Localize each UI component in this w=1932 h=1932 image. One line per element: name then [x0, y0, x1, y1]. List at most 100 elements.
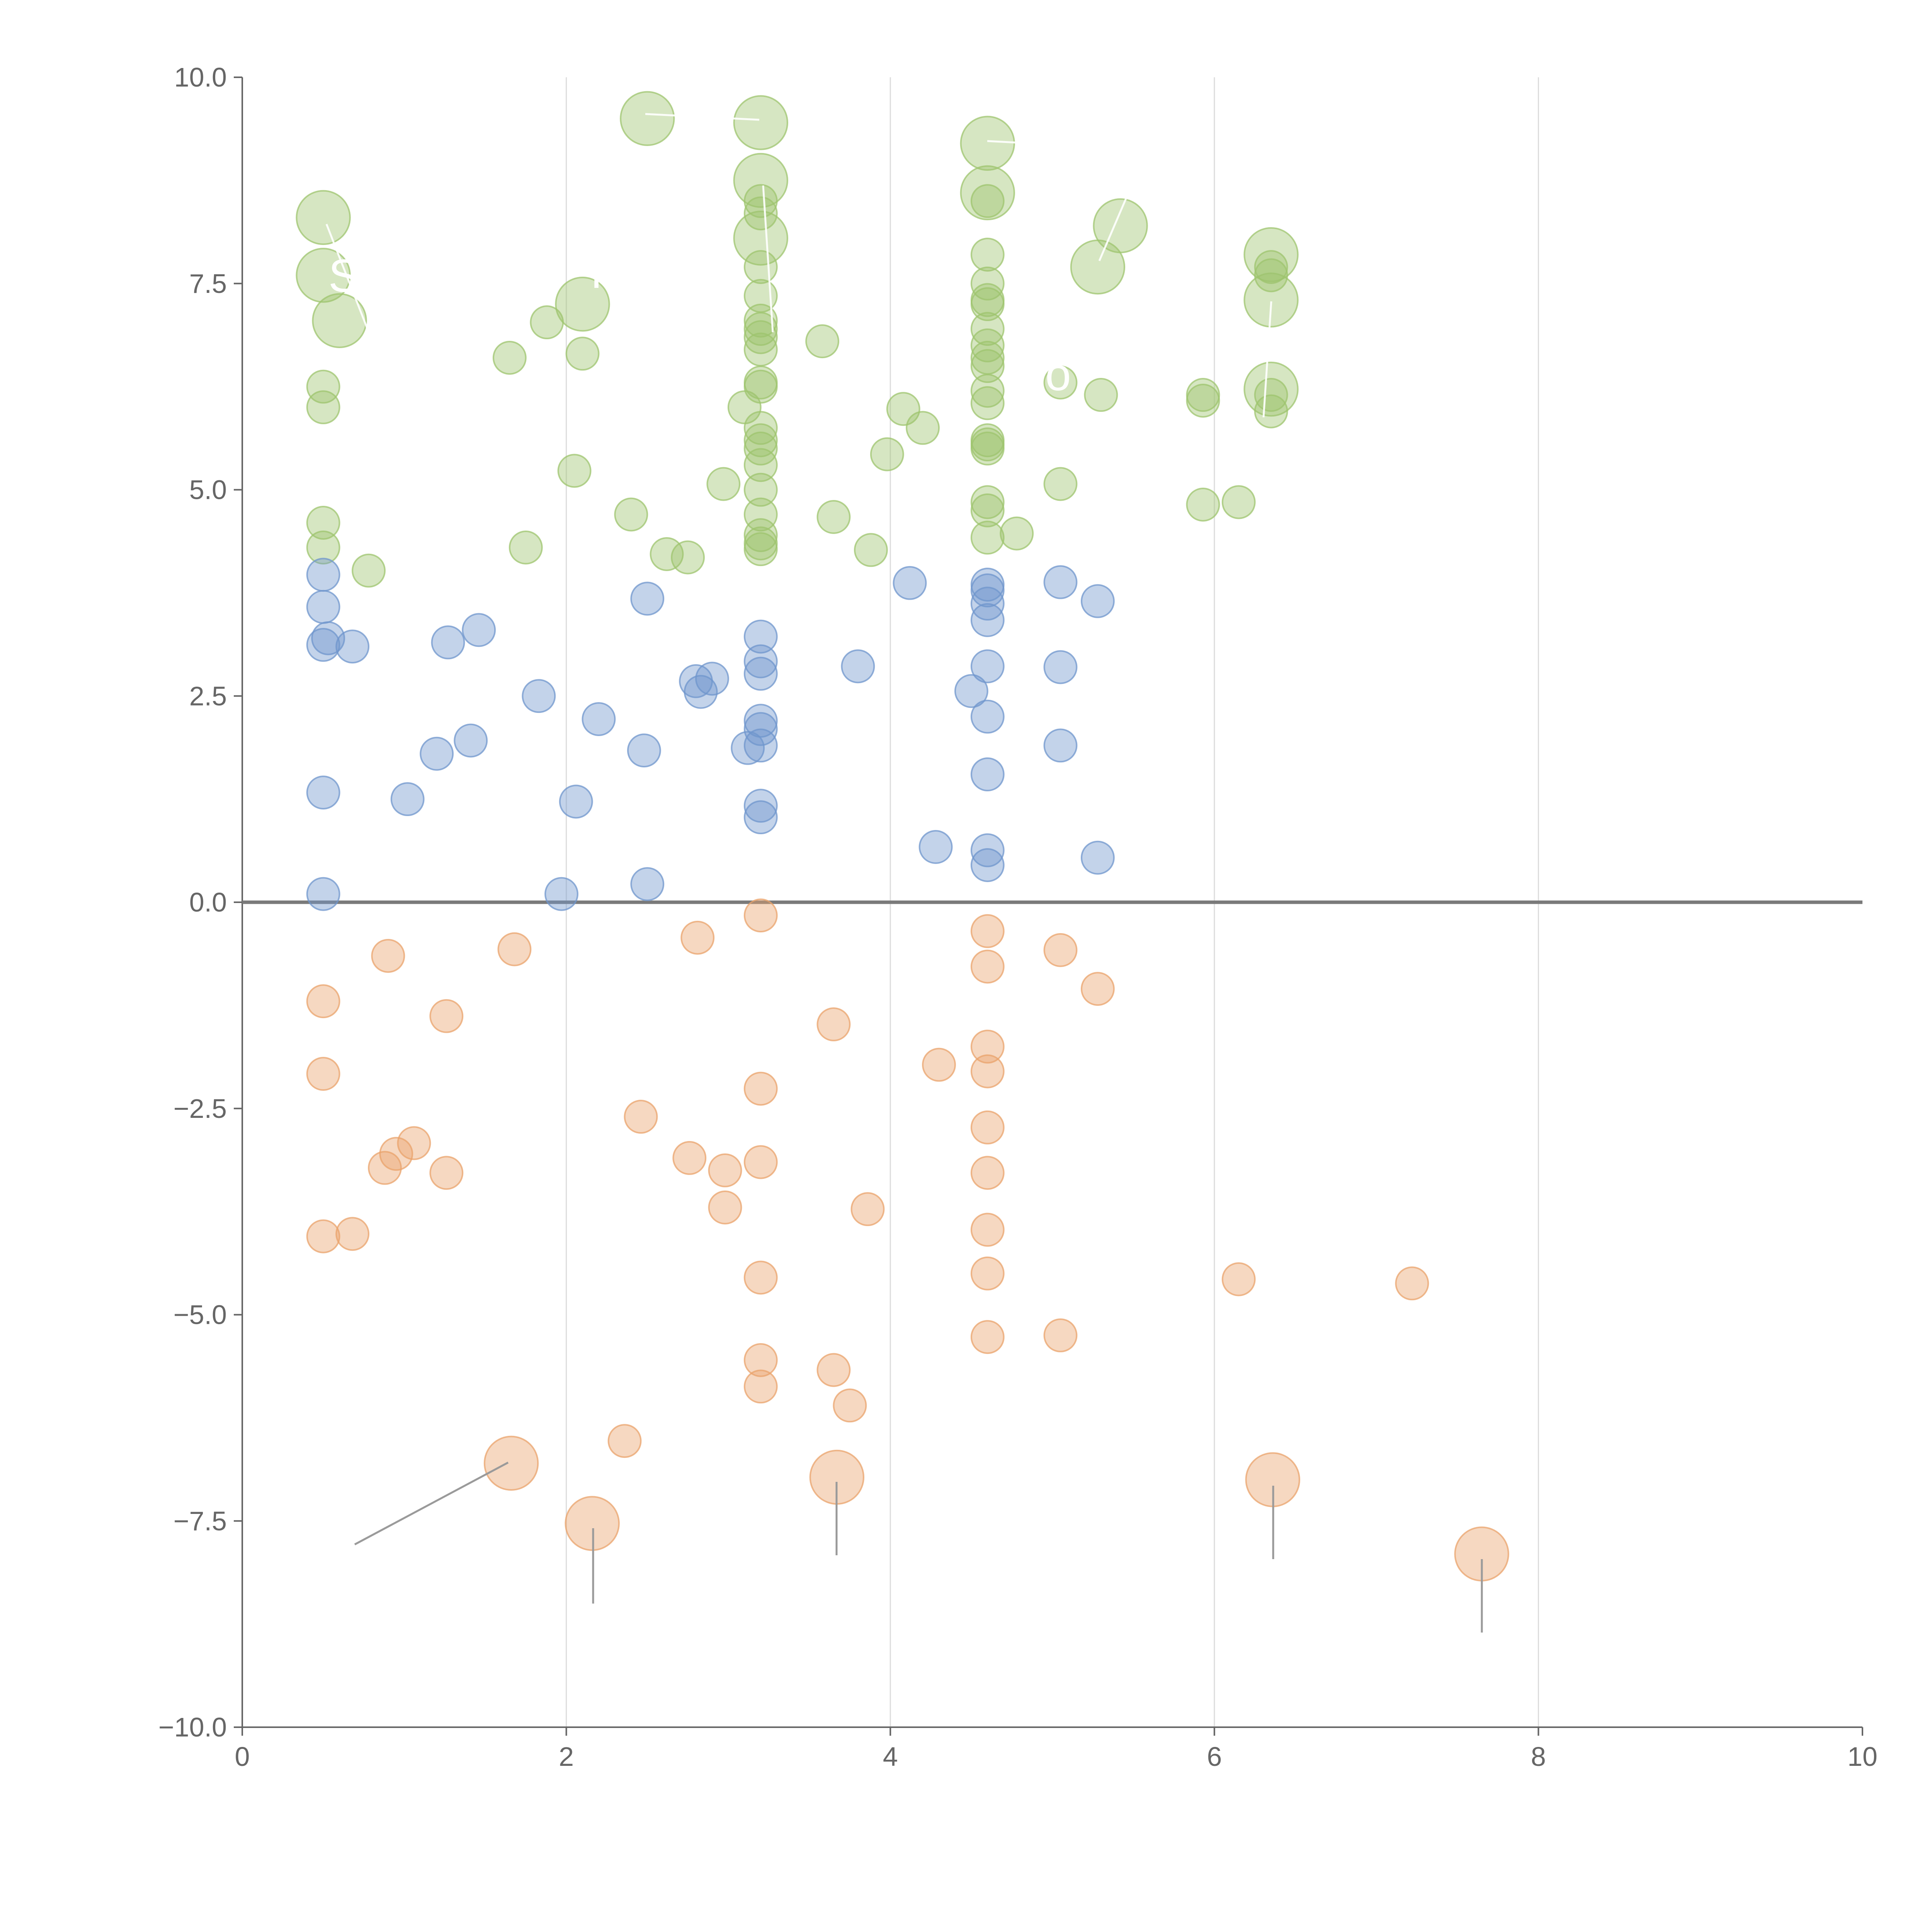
green-bubble [970, 287, 1005, 321]
orange-bubble [743, 1260, 778, 1295]
green-bubble [733, 95, 788, 150]
y-tick-label: −5.0 [173, 1300, 227, 1330]
green-bubble [306, 369, 340, 404]
orange-bubble [429, 1156, 464, 1190]
blue-bubble [1080, 584, 1115, 618]
y-tick-label: −10.0 [158, 1712, 227, 1742]
orange-bubble [833, 1388, 867, 1423]
leader-line [354, 1461, 509, 1546]
green-bubble [555, 276, 610, 332]
green-bubble [970, 431, 1005, 466]
green-bubble [1243, 227, 1299, 282]
green-bubble [743, 369, 778, 404]
green-bubble [296, 190, 351, 245]
green-bubble [960, 116, 1015, 171]
blue-bubble [1043, 565, 1078, 599]
bubbles [296, 91, 1509, 1582]
blue-bubble [684, 675, 718, 709]
blue-bubble [893, 566, 927, 600]
green-bubble [1254, 394, 1288, 429]
orange-bubble [816, 1007, 851, 1041]
orange-bubble [970, 914, 1005, 948]
y-tick-label: 7.5 [189, 269, 227, 299]
green-bubble [565, 337, 600, 371]
orange-bubble [306, 1219, 340, 1253]
orange-bubble [1043, 1318, 1078, 1352]
blue-bubble [970, 699, 1005, 734]
green-bubble [816, 500, 851, 534]
blue-bubble [970, 603, 1005, 637]
green-bubble [970, 485, 1005, 519]
green-bubble [970, 520, 1005, 555]
leader-line [762, 185, 774, 333]
orange-bubble [1395, 1266, 1429, 1301]
green-bubble [1254, 258, 1288, 293]
green-bubble [620, 91, 675, 146]
orange-bubble [922, 1048, 956, 1082]
green-bubble [296, 248, 351, 303]
green-bubble [352, 553, 386, 588]
green-bubble [312, 293, 367, 349]
leader-line [325, 224, 376, 348]
green-bubble [970, 493, 1005, 527]
annotations: S r o [325, 113, 1483, 1633]
x-tick-label: 6 [1207, 1742, 1222, 1772]
blue-bubble [335, 629, 370, 664]
blue-bubble [970, 848, 1005, 882]
orange-bubble [708, 1153, 742, 1187]
orange-bubble [379, 1137, 413, 1171]
blue-bubble [462, 613, 496, 647]
blue-bubble [841, 649, 875, 684]
green-bubble [306, 531, 340, 565]
blue-bubble [306, 590, 340, 624]
green-bubble [970, 374, 1005, 408]
green-bubble [1243, 272, 1299, 328]
green-bubble [743, 448, 778, 482]
green-bubble [743, 250, 778, 284]
x-tick-label: 8 [1531, 1742, 1546, 1772]
green-bubble [960, 165, 1015, 221]
green-bubble [1043, 467, 1078, 501]
green-bubble [970, 238, 1005, 272]
orange-bubble [306, 984, 340, 1019]
orange-bubble [816, 1353, 851, 1387]
blue-bubble [743, 704, 778, 738]
blue-bubble [743, 800, 778, 835]
orange-bubble [672, 1141, 707, 1175]
blue-bubble [630, 582, 665, 616]
y-tick-label: 5.0 [189, 475, 227, 505]
green-bubble [1043, 366, 1078, 400]
green-bubble [870, 437, 904, 471]
y-tick-label: 10.0 [174, 62, 227, 92]
x-tick-label: 2 [559, 1742, 574, 1772]
blue-bubble [630, 867, 665, 901]
x-tick-label: 10 [1847, 1742, 1878, 1772]
green-bubble [509, 531, 543, 565]
blue-bubble [454, 723, 488, 758]
green-bubble [1186, 488, 1220, 522]
blue-bubble [954, 674, 988, 708]
blue-bubble [743, 728, 778, 763]
green-bubble [743, 423, 778, 457]
leader-line [987, 140, 1024, 144]
green-bubble [743, 312, 778, 346]
blue-bubble [431, 625, 465, 660]
x-tick-label: 4 [883, 1742, 898, 1772]
green-bubble [743, 473, 778, 507]
orange-bubble [680, 920, 715, 955]
green-bubble [743, 332, 778, 367]
orange-bubble [397, 1126, 431, 1160]
leader-line [1262, 301, 1272, 418]
blue-bubble [306, 877, 340, 911]
blue-bubble [731, 731, 765, 765]
y-tick-label: 2.5 [189, 681, 227, 711]
green-bubble [306, 505, 340, 540]
orange-bubble [483, 1435, 539, 1491]
green-bubble [671, 540, 705, 575]
annotation-label: r [591, 246, 607, 298]
orange-bubble [368, 1151, 402, 1185]
orange-bubble [607, 1424, 642, 1458]
orange-bubble [1221, 1262, 1256, 1296]
green-bubble [970, 184, 1005, 218]
